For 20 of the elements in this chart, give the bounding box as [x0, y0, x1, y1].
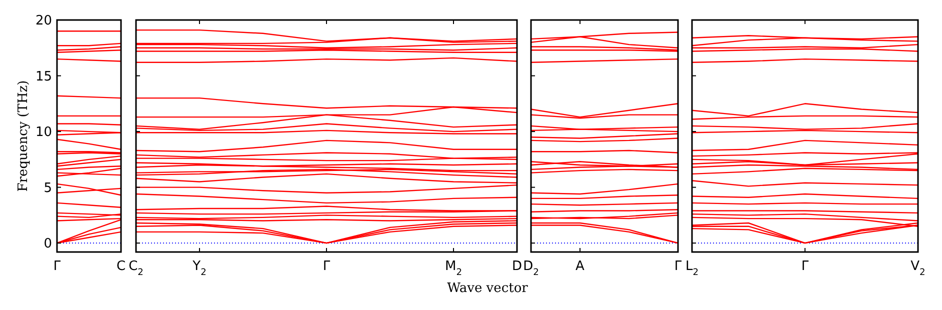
x-tick-label: Y$_{2}$: [192, 259, 206, 278]
x-tick-label: A: [576, 259, 585, 274]
x-tick-label: Γ: [53, 259, 62, 274]
y-tick-label: 5: [44, 180, 52, 196]
x-tick-label: L$_{2}$: [685, 259, 699, 278]
y-tick-label: 0: [44, 236, 52, 252]
x-tick-label: Γ: [674, 259, 682, 274]
x-tick-label: V$_{2}$: [910, 259, 926, 278]
x-tick-label: D$_{2}$: [523, 259, 539, 278]
x-tick-label: C$_{2}$: [128, 259, 144, 278]
x-tick-label: Γ: [801, 259, 810, 274]
x-axis-title: Wave vector: [447, 281, 529, 296]
y-tick-label: 15: [35, 69, 52, 84]
x-tick-label: C: [116, 259, 126, 274]
x-tick-label: M$_{2}$: [444, 259, 462, 278]
y-axis-title: Frequency (THz): [16, 80, 31, 192]
x-tick-label: Γ: [322, 259, 331, 274]
y-tick-label: 10: [35, 125, 52, 140]
x-tick-label: D: [512, 259, 522, 274]
y-tick-label: 20: [35, 14, 52, 29]
